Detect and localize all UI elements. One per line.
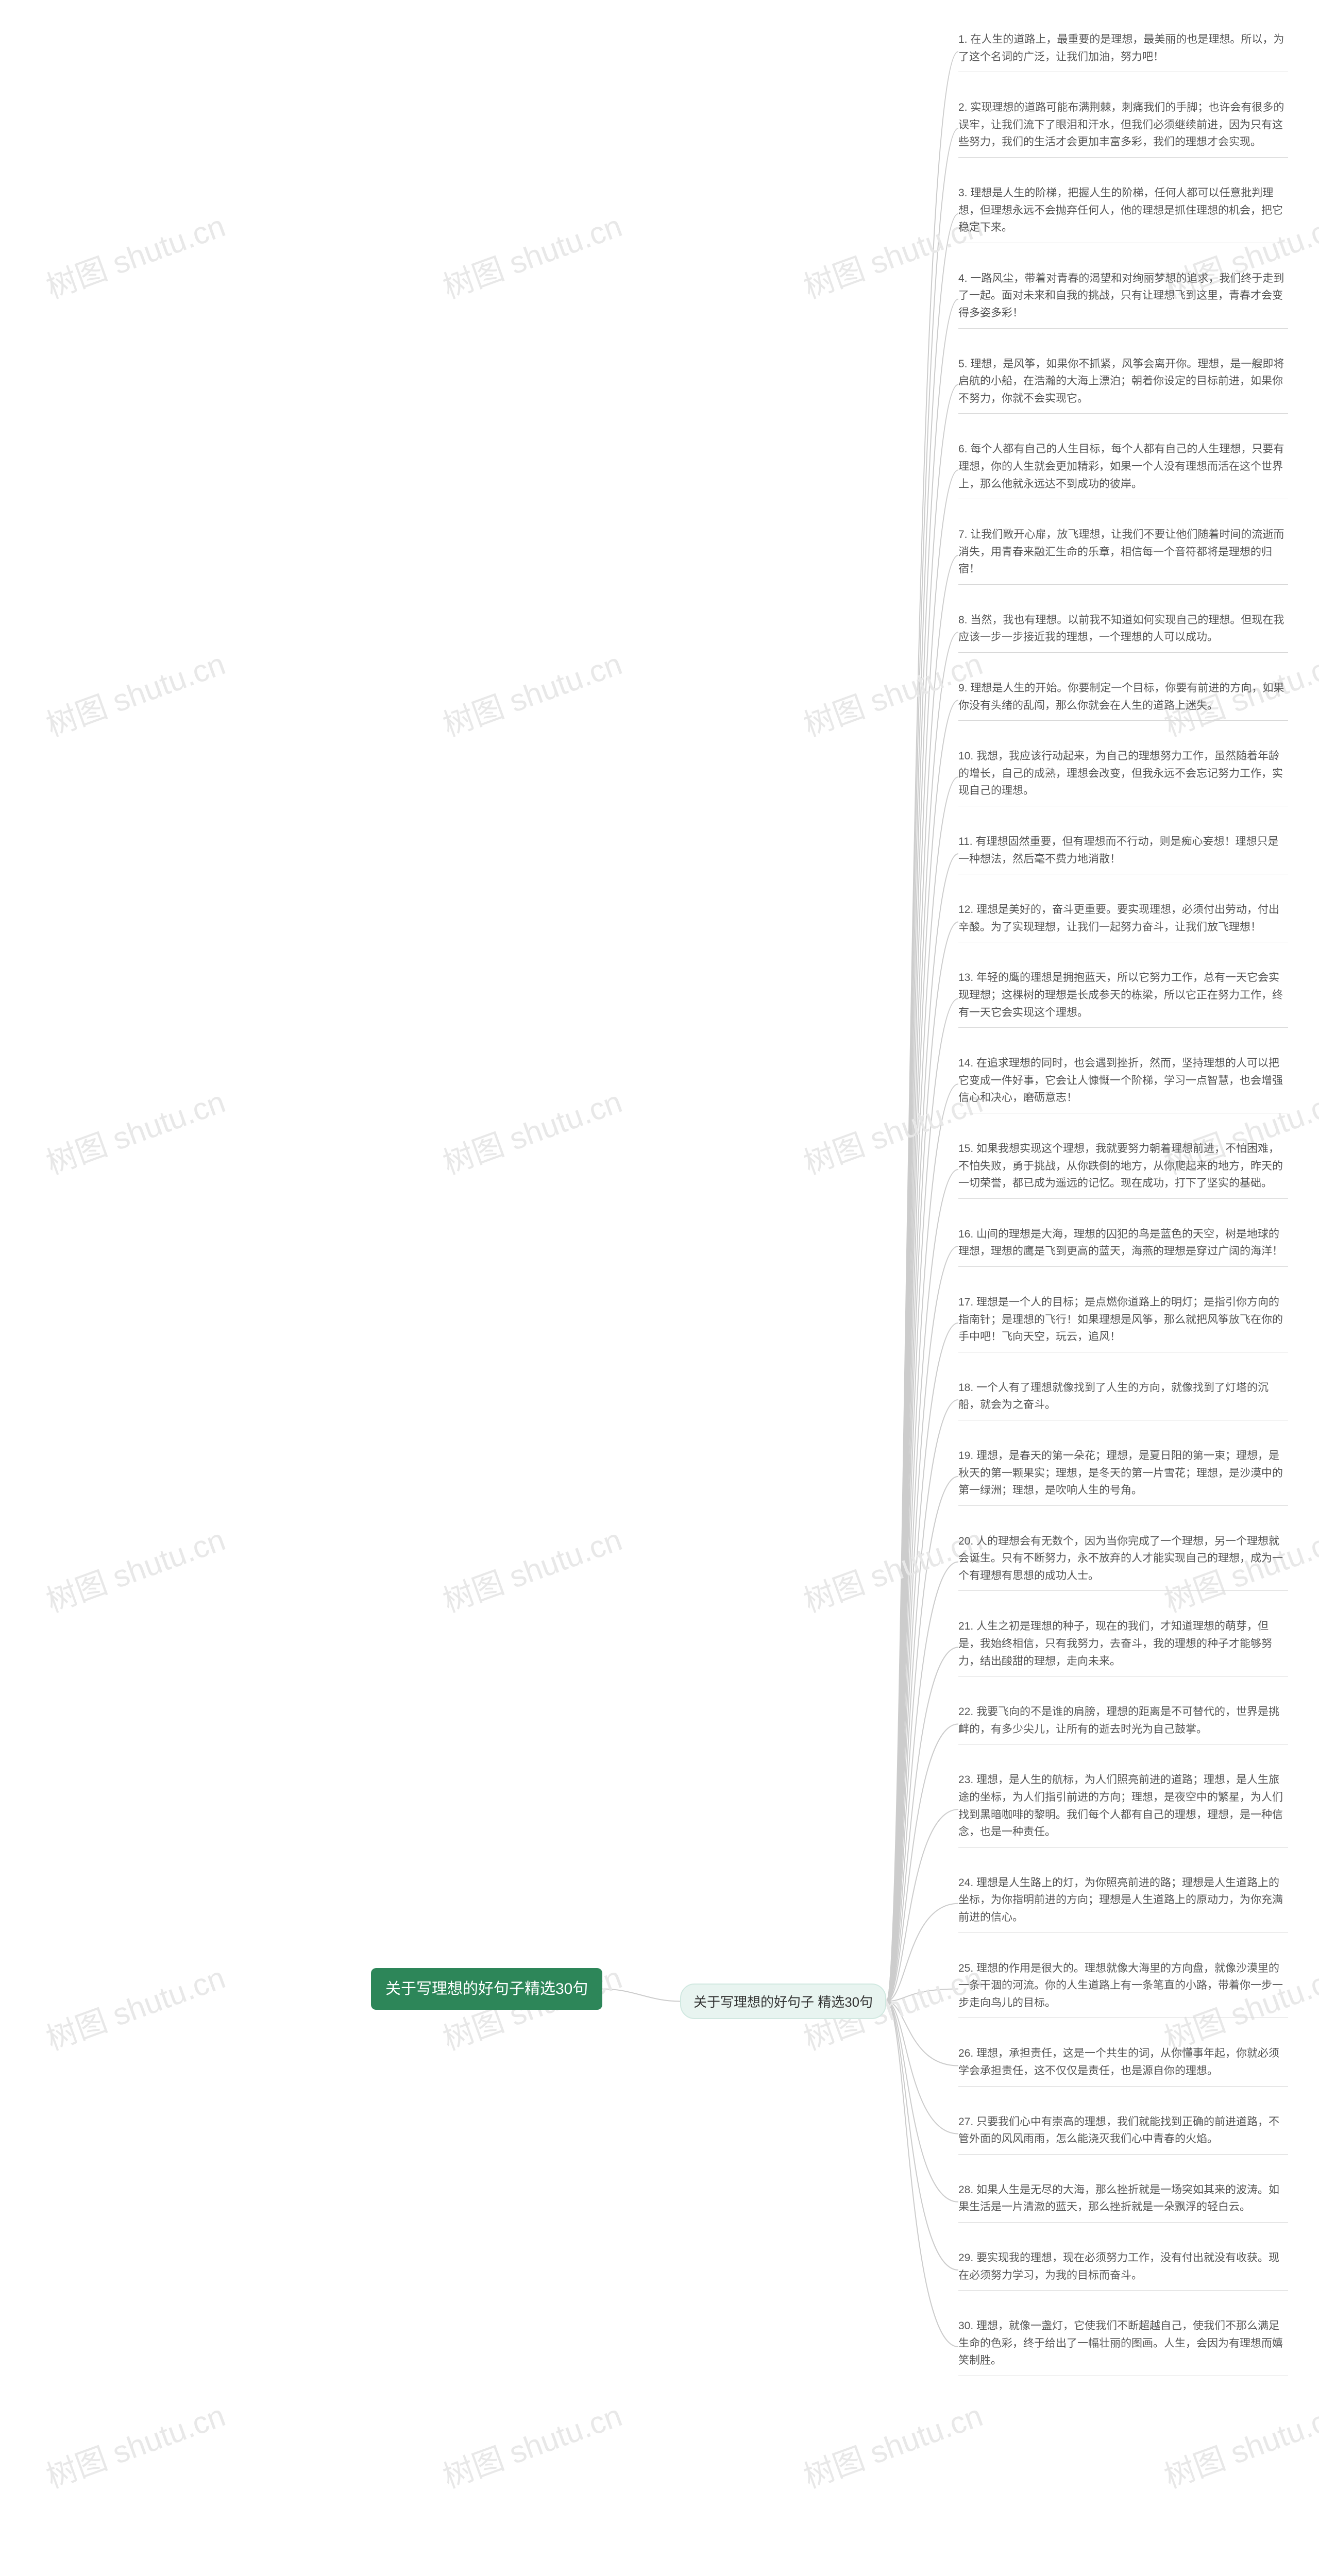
watermark-text: 树图 shutu.cn xyxy=(39,201,230,307)
watermark-text: 树图 shutu.cn xyxy=(797,2391,988,2497)
watermark-text: 树图 shutu.cn xyxy=(39,1953,230,2059)
watermark-text: 树图 shutu.cn xyxy=(39,1077,230,1183)
leaf-item[interactable]: 18. 一个人有了理想就像找到了人生的方向，就像找到了灯塔的沉船，就会为之奋斗。 xyxy=(958,1379,1288,1420)
watermark-text: 树图 shutu.cn xyxy=(436,1515,627,1621)
leaf-item[interactable]: 13. 年轻的鹰的理想是拥抱蓝天，所以它努力工作，总有一天它会实现理想；这棵树的… xyxy=(958,969,1288,1028)
watermark-text: 树图 shutu.cn xyxy=(1157,2391,1319,2497)
leaf-item[interactable]: 17. 理想是一个人的目标；是点燃你道路上的明灯；是指引你方向的指南针；是理想的… xyxy=(958,1294,1288,1352)
watermark-text: 树图 shutu.cn xyxy=(39,2391,230,2497)
root-node[interactable]: 关于写理想的好句子精选30句 xyxy=(371,1968,602,2010)
leaf-item[interactable]: 29. 要实现我的理想，现在必须努力工作，没有付出就没有收获。现在必须努力学习，… xyxy=(958,2249,1288,2291)
leaf-item[interactable]: 20. 人的理想会有无数个，因为当你完成了一个理想，另一个理想就会诞生。只有不断… xyxy=(958,1533,1288,1591)
leaf-item[interactable]: 10. 我想，我应该行动起来，为自己的理想努力工作，虽然随着年龄的增长，自己的成… xyxy=(958,748,1288,806)
leaf-item[interactable]: 19. 理想，是春天的第一朵花；理想，是夏日阳的第一束；理想，是秋天的第一颗果实… xyxy=(958,1447,1288,1506)
leaf-container: 1. 在人生的道路上，最重要的是理想，最美丽的也是理想。所以，为了这个名词的广泛… xyxy=(958,31,1288,2403)
mindmap-container: 树图 shutu.cn 树图 shutu.cn 树图 shutu.cn 树图 shut… xyxy=(0,0,1319,2576)
leaf-item[interactable]: 21. 人生之初是理想的种子，现在的我们，才知道理想的萌芽，但是，我始终相信，只… xyxy=(958,1618,1288,1676)
leaf-item[interactable]: 26. 理想，承担责任，这是一个共生的词，从你懂事年起，你就必须学会承担责任，这… xyxy=(958,2045,1288,2086)
leaf-item[interactable]: 12. 理想是美好的，奋斗更重要。要实现理想，必须付出劳动，付出辛酸。为了实现理… xyxy=(958,901,1288,942)
watermark-text: 树图 shutu.cn xyxy=(436,2391,627,2497)
leaf-item[interactable]: 25. 理想的作用是很大的。理想就像大海里的方向盘，就像沙漠里的一条干涸的河流。… xyxy=(958,1960,1288,2019)
watermark-text: 树图 shutu.cn xyxy=(436,1077,627,1183)
leaf-item[interactable]: 28. 如果人生是无尽的大海，那么挫折就是一场突如其来的波涛。如果生活是一片清澈… xyxy=(958,2181,1288,2223)
watermark-text: 树图 shutu.cn xyxy=(436,639,627,745)
leaf-item[interactable]: 1. 在人生的道路上，最重要的是理想，最美丽的也是理想。所以，为了这个名词的广泛… xyxy=(958,31,1288,72)
leaf-item[interactable]: 16. 山间的理想是大海，理想的囚犯的鸟是蓝色的天空，树是地球的理想，理想的鹰是… xyxy=(958,1226,1288,1267)
leaf-item[interactable]: 14. 在追求理想的同时，也会遇到挫折，然而，坚持理想的人可以把它变成一件好事，… xyxy=(958,1055,1288,1113)
leaf-item[interactable]: 22. 我要飞向的不是谁的肩膀，理想的距离是不可替代的，世界是挑衅的，有多少尖儿… xyxy=(958,1703,1288,1744)
leaf-item[interactable]: 23. 理想，是人生的航标，为人们照亮前进的道路；理想，是人生旅途的坐标，为人们… xyxy=(958,1771,1288,1847)
leaf-item[interactable]: 2. 实现理想的道路可能布满荆棘，刺痛我们的手脚；也许会有很多的误牢，让我们流下… xyxy=(958,99,1288,158)
leaf-item[interactable]: 27. 只要我们心中有崇高的理想，我们就能找到正确的前进道路，不管外面的风风雨雨… xyxy=(958,2113,1288,2155)
leaf-item[interactable]: 4. 一路风尘，带着对青春的渴望和对绚丽梦想的追求，我们终于走到了一起。面对未来… xyxy=(958,270,1288,329)
leaf-item[interactable]: 9. 理想是人生的开始。你要制定一个目标，你要有前进的方向，如果你没有头绪的乱闯… xyxy=(958,680,1288,721)
leaf-item[interactable]: 7. 让我们敞开心扉，放飞理想，让我们不要让他们随着时间的流逝而消失，用青春来融… xyxy=(958,526,1288,585)
leaf-item[interactable]: 6. 每个人都有自己的人生目标，每个人都有自己的人生理想，只要有理想，你的人生就… xyxy=(958,440,1288,499)
leaf-item[interactable]: 30. 理想，就像一盏灯，它使我们不断超越自己，使我们不那么满足生命的色彩，终于… xyxy=(958,2317,1288,2376)
sub-node[interactable]: 关于写理想的好句子 精选30句 xyxy=(680,1984,886,2019)
watermark-text: 树图 shutu.cn xyxy=(39,639,230,745)
leaf-item[interactable]: 24. 理想是人生路上的灯，为你照亮前进的路；理想是人生道路上的坐标，为你指明前… xyxy=(958,1874,1288,1933)
leaf-item[interactable]: 5. 理想，是风筝，如果你不抓紧，风筝会离开你。理想，是一艘即将启航的小船，在浩… xyxy=(958,355,1288,414)
watermark-text: 树图 shutu.cn xyxy=(436,201,627,307)
watermark-text: 树图 shutu.cn xyxy=(39,1515,230,1621)
leaf-item[interactable]: 3. 理想是人生的阶梯，把握人生的阶梯，任何人都可以任意批判理想，但理想永远不会… xyxy=(958,184,1288,243)
leaf-item[interactable]: 11. 有理想固然重要，但有理想而不行动，则是痴心妄想！理想只是一种想法，然后毫… xyxy=(958,833,1288,874)
leaf-item[interactable]: 8. 当然，我也有理想。以前我不知道如何实现自己的理想。但现在我应该一步一步接近… xyxy=(958,612,1288,653)
leaf-item[interactable]: 15. 如果我想实现这个理想，我就要努力朝着理想前进，不怕困难，不怕失败，勇于挑… xyxy=(958,1140,1288,1199)
